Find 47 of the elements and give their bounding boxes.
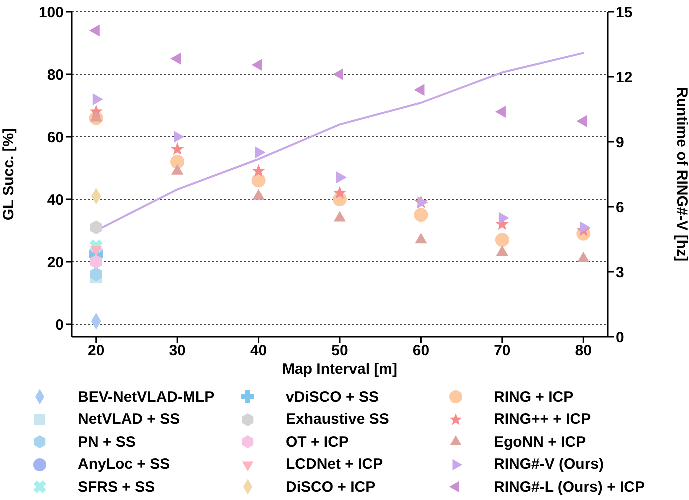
x-axis-title: Map Interval [m] — [282, 361, 398, 378]
legend-label: BEV-NetVLAD-MLP — [78, 388, 215, 406]
x-tick-label: 80 — [575, 342, 592, 360]
legend-label: NetVLAD + SS — [78, 411, 180, 428]
y2-tick-label: 9 — [616, 134, 624, 152]
x-tick-label: 60 — [412, 342, 430, 360]
legend-label: OT + ICP — [286, 434, 349, 451]
point — [252, 174, 266, 188]
point — [90, 255, 102, 269]
point — [170, 155, 185, 169]
y-tick-label: 40 — [47, 192, 64, 209]
legend-label: DiSCO + ICP — [286, 478, 376, 496]
legend-label: SFRS + SS — [78, 478, 156, 496]
y2-tick-label: 3 — [616, 264, 624, 282]
x-tick-label: 70 — [494, 342, 511, 360]
legend-label: RING++ + ICP — [494, 411, 592, 428]
legend-label: Exhaustive SS — [286, 411, 390, 428]
point — [414, 208, 428, 222]
y-tick-label: 20 — [47, 254, 64, 272]
x-tick-label: 30 — [169, 342, 186, 360]
legend-label: LCDNet + ICP — [286, 456, 384, 474]
point — [252, 164, 266, 178]
legend-label: EgoNN + ICP — [494, 434, 586, 451]
x-tick-label: 50 — [332, 342, 348, 360]
x-tick-label: 40 — [250, 342, 268, 360]
point — [495, 233, 510, 248]
y2-tick-label: 15 — [616, 4, 633, 22]
y-tick-label: 100 — [38, 4, 64, 22]
legend-label: RING + ICP — [494, 388, 574, 406]
point — [333, 186, 347, 199]
y2-tick-label: 0 — [616, 329, 624, 346]
x-tick-label: 20 — [88, 342, 105, 360]
y2-tick-label: 12 — [616, 69, 633, 86]
y2-axis-title: Runtime of RING#-V [hz] — [674, 87, 689, 262]
point — [90, 220, 102, 235]
y-tick-label: 80 — [47, 66, 64, 84]
y-tick-label: 0 — [56, 316, 64, 334]
legend-label: RING#-L (Ours) + ICP — [494, 478, 645, 496]
legend-label: RING#-V (Ours) — [494, 456, 604, 474]
legend-label: PN + SS — [78, 434, 136, 451]
legend-label: vDiSCO + SS — [286, 388, 379, 406]
point — [90, 268, 102, 282]
y-tick-label: 60 — [47, 129, 64, 146]
y-axis-title: GL Succ. [%] — [0, 128, 18, 221]
y2-tick-label: 6 — [616, 199, 624, 216]
legend-label: AnyLoc + SS — [78, 456, 170, 474]
point — [170, 142, 184, 156]
